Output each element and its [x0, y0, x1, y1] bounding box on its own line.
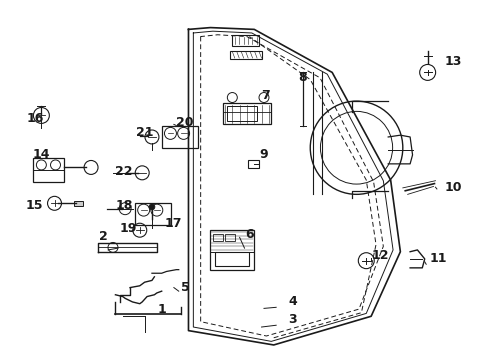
Text: 15: 15 — [25, 199, 43, 212]
Text: 20: 20 — [176, 116, 193, 129]
Bar — [227, 107, 256, 121]
Text: 8: 8 — [298, 71, 306, 84]
Text: 5: 5 — [181, 281, 189, 294]
Text: 14: 14 — [33, 148, 50, 161]
Text: 19: 19 — [120, 222, 137, 235]
Text: 3: 3 — [288, 313, 296, 327]
Bar — [162, 126, 198, 148]
Bar — [222, 103, 271, 125]
Bar — [212, 234, 222, 241]
Bar — [33, 158, 64, 182]
Bar — [74, 201, 82, 206]
Text: 17: 17 — [164, 216, 181, 230]
Text: 16: 16 — [26, 112, 43, 125]
Text: 11: 11 — [429, 252, 446, 265]
Bar — [135, 203, 171, 225]
Text: 21: 21 — [136, 126, 153, 139]
Bar — [248, 160, 259, 168]
Text: 10: 10 — [443, 181, 461, 194]
Bar — [232, 35, 259, 45]
Bar — [229, 51, 261, 59]
Text: 12: 12 — [370, 249, 388, 262]
Text: 4: 4 — [288, 296, 297, 309]
Text: 13: 13 — [443, 55, 461, 68]
Text: 18: 18 — [115, 199, 133, 212]
Text: 2: 2 — [99, 230, 107, 243]
Text: 9: 9 — [259, 148, 267, 161]
Bar — [224, 234, 234, 241]
Circle shape — [149, 204, 155, 210]
Text: 6: 6 — [244, 228, 253, 242]
Text: 7: 7 — [261, 89, 270, 102]
Bar — [215, 252, 249, 266]
Text: 1: 1 — [157, 303, 166, 316]
Text: 22: 22 — [115, 165, 133, 177]
Bar — [210, 230, 254, 270]
